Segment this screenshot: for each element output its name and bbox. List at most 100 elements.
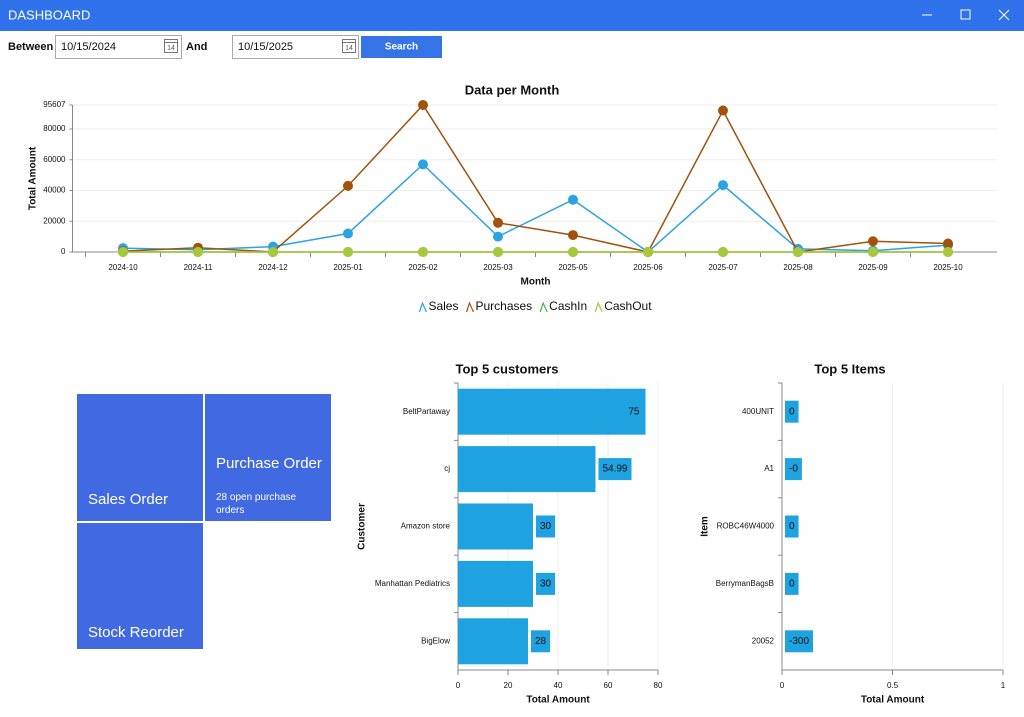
data-point <box>343 180 353 191</box>
title-bar <box>0 0 1024 31</box>
value-label: 30 <box>540 521 552 532</box>
calendar-icon[interactable]: 14 <box>342 39 356 53</box>
y-tick-label: 400UNIT <box>742 407 774 416</box>
start-date: 10/15/2024 <box>61 41 116 53</box>
x-tick-label: 2025-03 <box>483 263 513 272</box>
purchase-order-tile[interactable] <box>205 394 331 521</box>
value-label-box <box>536 572 556 595</box>
start-date-input[interactable] <box>55 35 182 59</box>
y-tick-label: BigElow <box>421 636 450 645</box>
between-label: Between <box>8 41 54 53</box>
value-label-box <box>785 458 802 481</box>
tile-note: 28 open purchase orders <box>216 492 297 516</box>
y-tick-label: 0 <box>61 247 66 256</box>
bar <box>458 618 528 665</box>
value-label-box <box>531 630 551 653</box>
data-point <box>493 217 503 228</box>
value-label: 54.99 <box>602 464 627 475</box>
chart-title: Data per Month <box>465 82 560 97</box>
legend-icon <box>594 301 603 313</box>
value-label: 30 <box>540 579 552 590</box>
y-tick-label: ROBC46W4000 <box>717 522 775 531</box>
data-point <box>118 247 128 257</box>
search-button[interactable] <box>361 36 442 58</box>
data-point <box>418 159 428 170</box>
tile-title: Sales Order <box>88 491 168 508</box>
value-label-box <box>536 515 556 538</box>
data-point <box>868 236 878 247</box>
y-axis-title: Item <box>700 516 711 537</box>
x-axis-title: Month <box>521 277 551 288</box>
y-tick-label: Manhattan Pediatrics <box>375 579 450 588</box>
y-tick-label: BerrymanBagsB <box>716 579 774 588</box>
legend-label: CashIn <box>549 299 587 313</box>
value-label: 0 <box>789 521 795 532</box>
x-tick-label: 0.5 <box>887 681 899 690</box>
calendar-day: 14 <box>345 45 353 52</box>
bar <box>458 388 646 435</box>
data-point <box>343 247 353 257</box>
y-tick-label: 20052 <box>752 636 775 645</box>
window-title: DASHBOARD <box>8 7 90 22</box>
calendar-day: 14 <box>167 45 175 52</box>
sales-order-tile[interactable] <box>77 394 203 521</box>
value-label-box <box>785 400 799 423</box>
y-axis-title: Total Amount <box>28 146 39 210</box>
y-tick-label: 80000 <box>43 124 66 133</box>
x-tick-label: 2025-06 <box>633 263 663 272</box>
x-tick-label: 20 <box>504 681 513 690</box>
data-point <box>718 247 728 257</box>
x-tick-label: 2025-01 <box>333 263 363 272</box>
x-tick-label: 2024-10 <box>108 263 138 272</box>
value-label-box <box>785 515 799 538</box>
data-point <box>418 247 428 257</box>
stock-reorder-tile[interactable] <box>77 523 203 649</box>
x-tick-label: 2025-07 <box>708 263 738 272</box>
maximize-button[interactable] <box>960 9 971 20</box>
x-tick-label: 2024-11 <box>184 263 213 272</box>
end-date: 10/15/2025 <box>238 41 293 53</box>
data-point <box>568 247 578 257</box>
data-point <box>943 247 953 257</box>
y-tick-label: 95607 <box>43 100 66 109</box>
and-label: And <box>186 41 207 53</box>
end-date-input[interactable] <box>232 35 359 59</box>
x-tick-label: 2025-05 <box>558 263 588 272</box>
calendar-icon[interactable]: 14 <box>164 39 178 53</box>
data-point <box>568 230 578 241</box>
value-label-box <box>785 572 799 595</box>
data-point <box>568 194 578 205</box>
value-label-box <box>785 630 814 653</box>
data-point <box>193 247 203 257</box>
search-button-label: Search <box>385 42 418 53</box>
x-tick-label: 2024-12 <box>258 263 288 272</box>
value-label-box <box>598 458 632 481</box>
y-axis-title: Customer <box>357 503 368 550</box>
x-tick-label: 60 <box>604 681 613 690</box>
value-label: -300 <box>789 636 809 647</box>
data-point <box>418 100 428 110</box>
x-tick-label: 1 <box>1001 681 1006 690</box>
data-point <box>943 238 953 249</box>
bar <box>458 560 533 607</box>
x-tick-label: 2025-02 <box>408 263 438 272</box>
data-point <box>268 247 278 257</box>
legend-icon <box>418 301 427 313</box>
bar <box>458 503 533 550</box>
series-line <box>122 163 949 253</box>
data-point <box>643 247 653 257</box>
close-button[interactable] <box>998 9 1010 21</box>
legend-icon <box>539 301 548 313</box>
y-tick-label: BeltPartaway <box>403 407 450 416</box>
x-axis-title: Total Amount <box>526 695 590 706</box>
data-point <box>718 180 728 191</box>
x-tick-label: 80 <box>654 681 663 690</box>
data-point <box>493 247 503 257</box>
legend-label: Sales <box>428 299 458 313</box>
bar <box>458 446 596 493</box>
legend: Sales Purchases CashIn CashOut <box>418 299 652 313</box>
x-tick-label: 2025-10 <box>933 263 963 272</box>
tile-title: Stock Reorder <box>88 624 184 641</box>
tile-title: Purchase Order <box>216 455 322 472</box>
